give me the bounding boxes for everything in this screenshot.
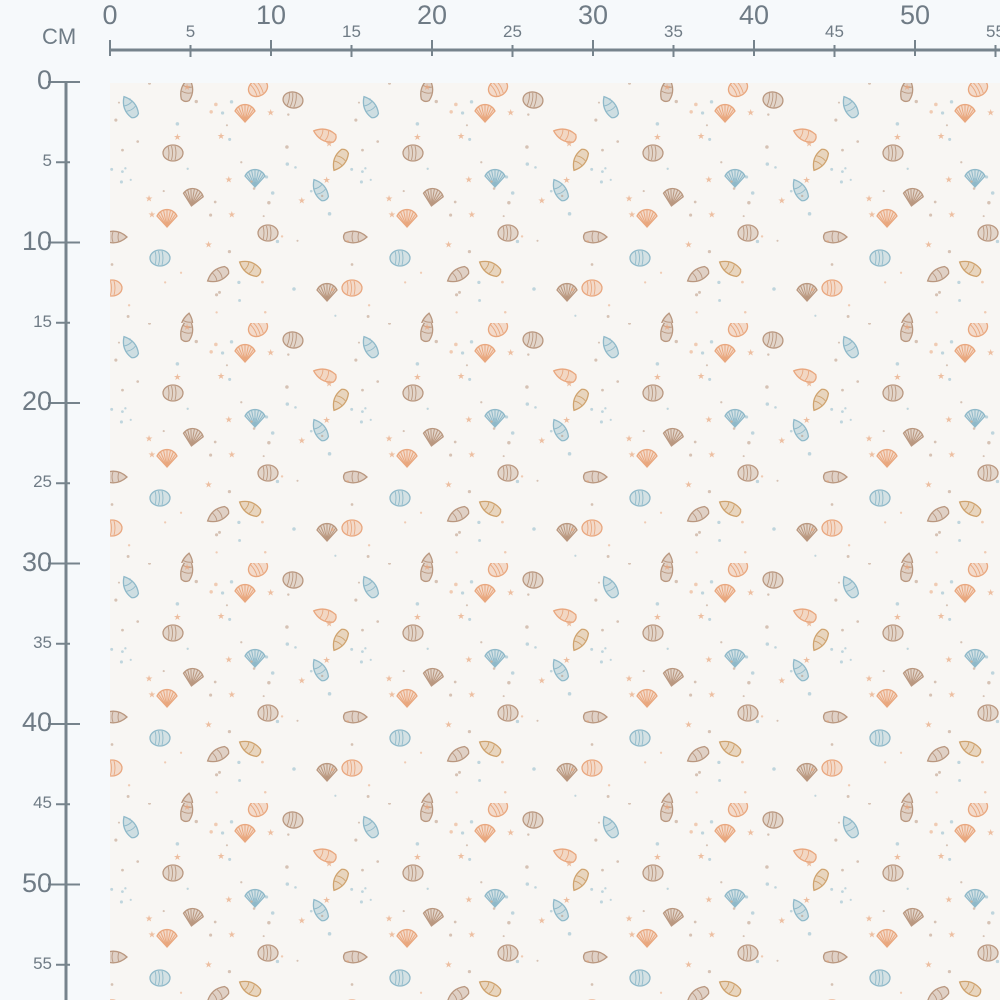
left-ruler-label: 55 bbox=[33, 953, 52, 973]
left-ruler-label: 20 bbox=[21, 385, 52, 416]
top-ruler-label: 45 bbox=[825, 22, 844, 41]
top-ruler-label: 50 bbox=[899, 0, 931, 30]
top-ruler-label: 10 bbox=[255, 0, 287, 30]
top-ruler-label: 30 bbox=[577, 0, 609, 30]
left-ruler-label: 35 bbox=[33, 632, 52, 652]
top-ruler-label: 20 bbox=[416, 0, 448, 30]
left-ruler-label: 5 bbox=[42, 151, 52, 171]
left-ruler-label: 40 bbox=[21, 706, 52, 737]
left-ruler-label: 25 bbox=[33, 472, 52, 492]
unit-label: CM bbox=[42, 24, 77, 49]
top-ruler-label: 35 bbox=[664, 22, 683, 41]
left-ruler-label: 15 bbox=[33, 311, 52, 331]
seashell-pattern bbox=[110, 83, 1000, 1000]
top-ruler-label: 0 bbox=[102, 0, 118, 30]
top-ruler-label: 40 bbox=[738, 0, 770, 30]
left-ruler-label: 10 bbox=[21, 225, 52, 256]
left-ruler-label: 30 bbox=[21, 546, 52, 577]
top-ruler-label: 5 bbox=[185, 22, 196, 41]
fabric-swatch: ★★★★★★★★★★★★ bbox=[110, 83, 1000, 1000]
top-ruler-label: 25 bbox=[503, 22, 522, 41]
left-ruler-label: 45 bbox=[33, 793, 52, 813]
left-ruler-label: 50 bbox=[21, 867, 52, 898]
top-ruler-label: 15 bbox=[342, 22, 361, 41]
left-ruler-label: 0 bbox=[36, 64, 52, 95]
top-ruler-label: 55 bbox=[986, 22, 1000, 41]
